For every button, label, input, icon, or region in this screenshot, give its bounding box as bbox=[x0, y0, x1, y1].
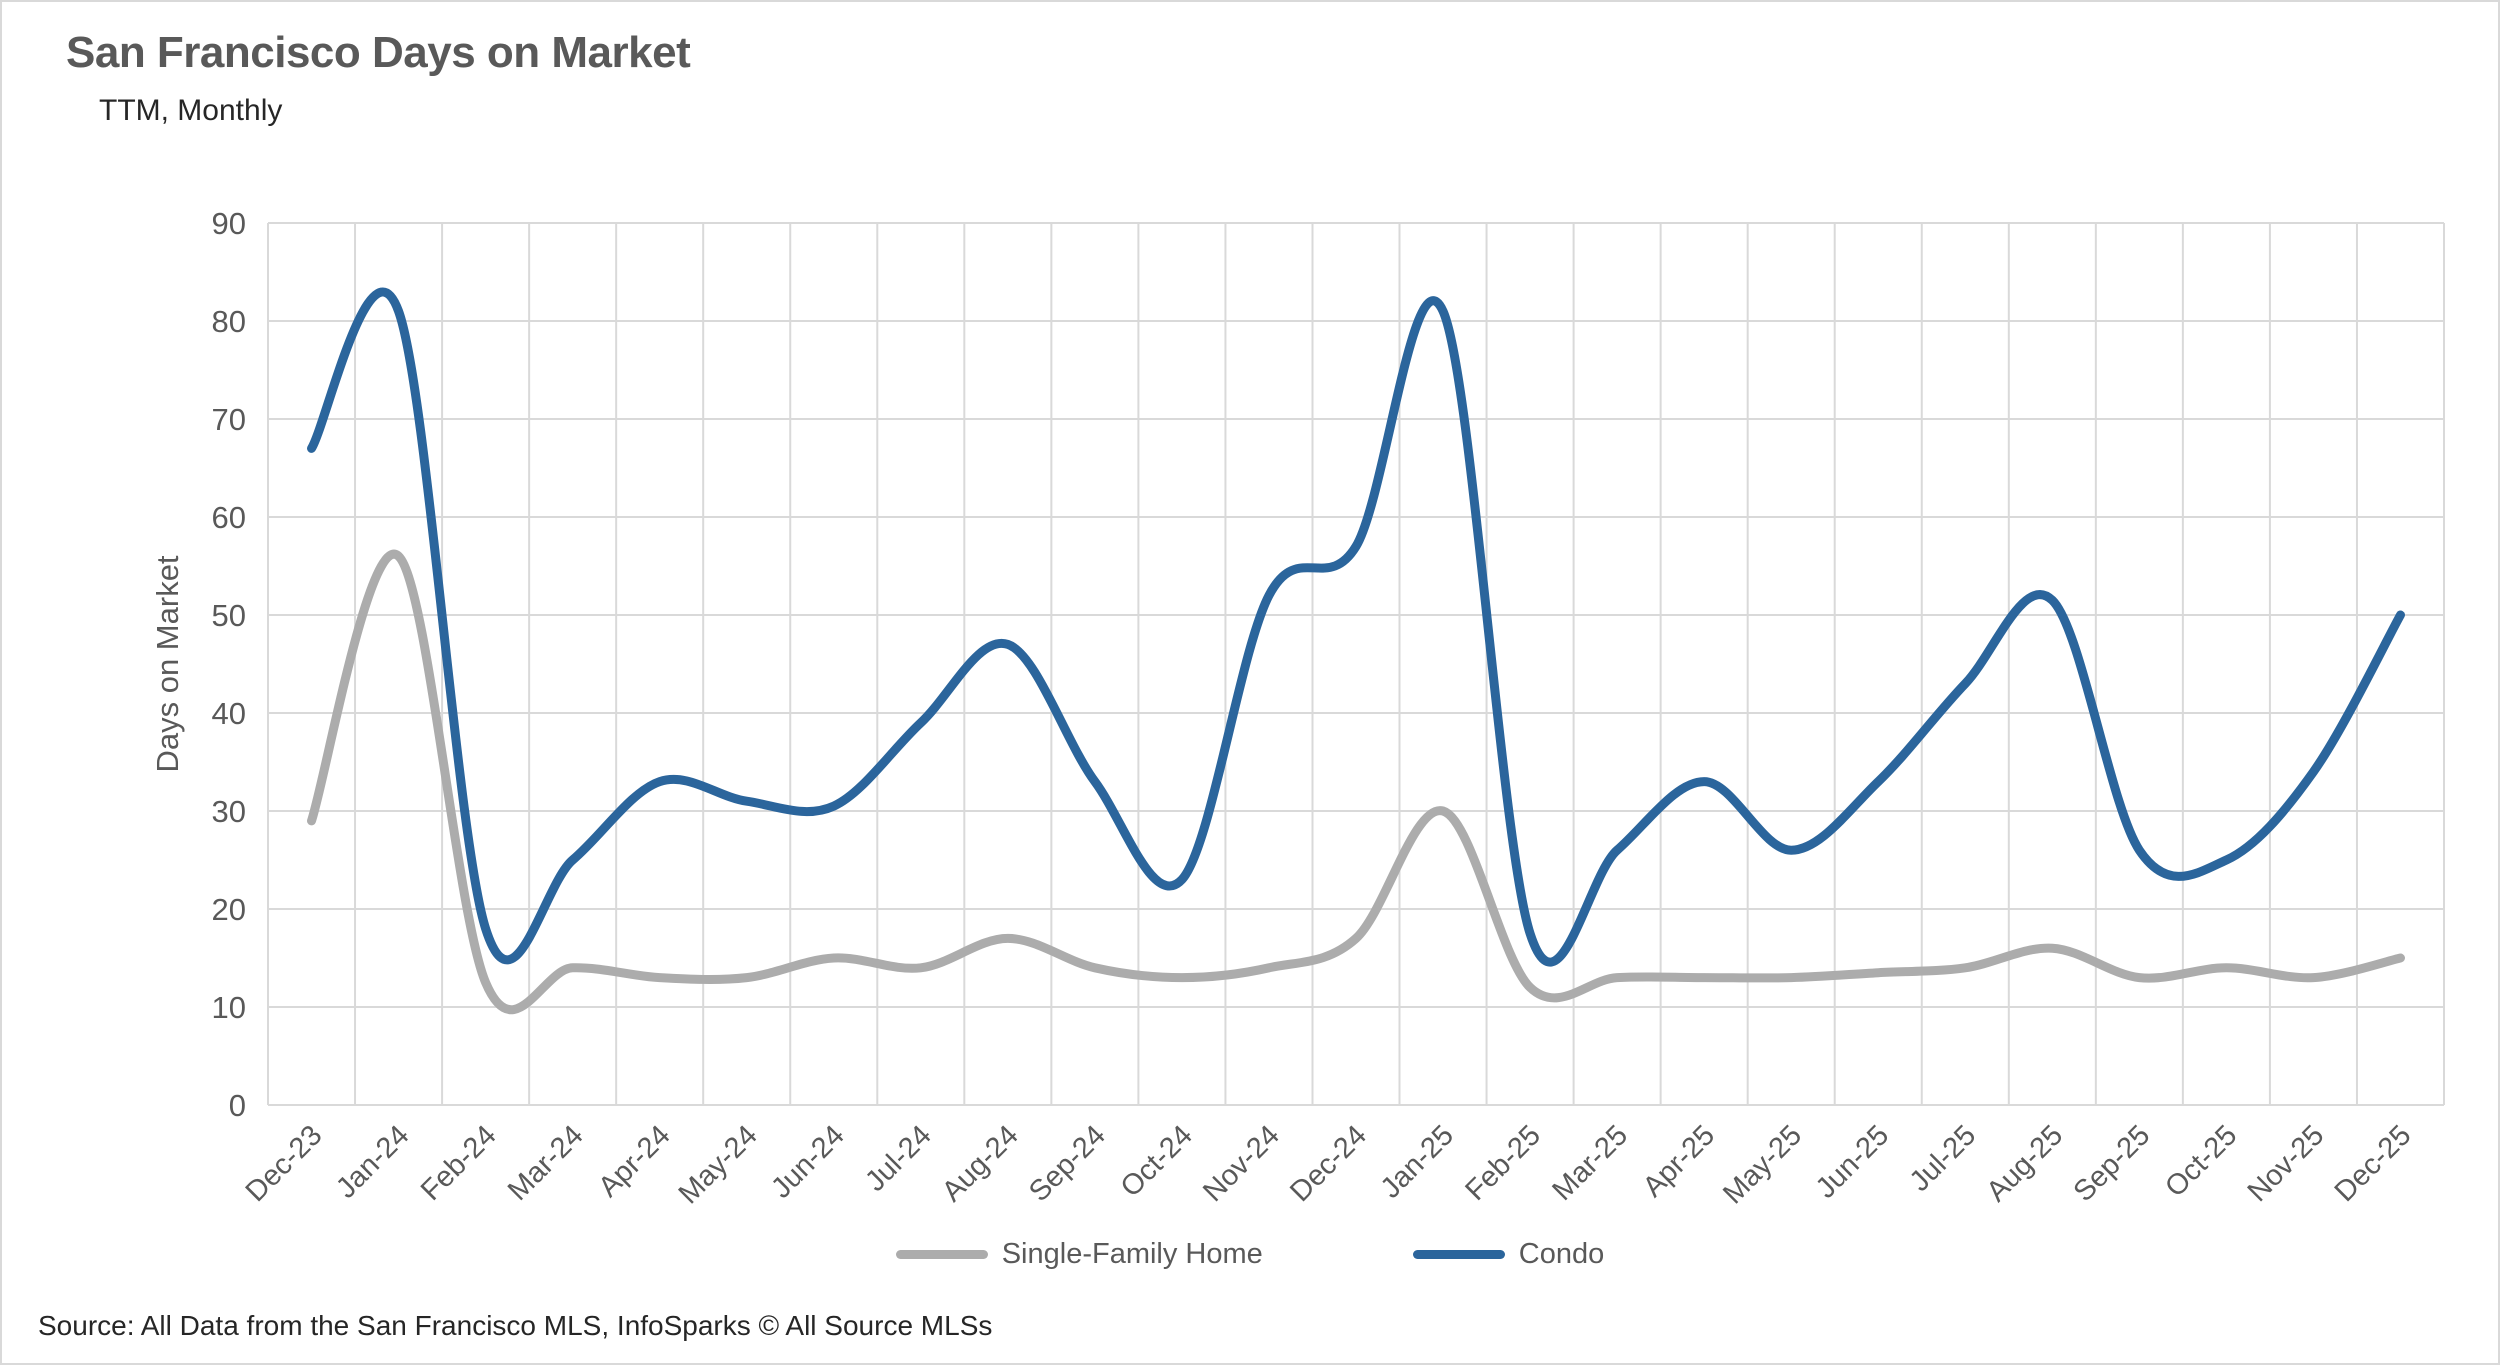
x-tick-label: Mar-25 bbox=[1546, 1119, 1634, 1207]
y-tick-label: 80 bbox=[212, 304, 246, 339]
x-tick-label: Apr-24 bbox=[592, 1119, 676, 1203]
x-tick-label: Apr-25 bbox=[1637, 1119, 1721, 1203]
y-tick-label: 70 bbox=[212, 402, 246, 437]
y-tick-label: 0 bbox=[229, 1088, 246, 1123]
x-tick-label: Feb-24 bbox=[415, 1119, 503, 1207]
condo-line-swatch-icon bbox=[1412, 1250, 1505, 1259]
chart-legend: Single-Family Home Condo bbox=[2, 1238, 2498, 1271]
single-family-line-swatch-icon bbox=[895, 1250, 988, 1259]
y-tick-label: 60 bbox=[212, 500, 246, 535]
x-tick-label: Oct-24 bbox=[1115, 1119, 1199, 1203]
legend-label-condo: Condo bbox=[1518, 1238, 1605, 1270]
x-tick-label: Feb-25 bbox=[1459, 1119, 1547, 1207]
x-tick-label: Jul-24 bbox=[859, 1119, 937, 1197]
x-tick-label: Jan-25 bbox=[1375, 1119, 1460, 1204]
single-family-home-line bbox=[307, 549, 2405, 1015]
x-tick-label: Dec-24 bbox=[1284, 1119, 1373, 1208]
source-note: Source: All Data from the San Francisco … bbox=[38, 1310, 993, 1341]
legend-item-single-family: Single-Family Home bbox=[895, 1238, 1263, 1271]
x-tick-label: Sep-25 bbox=[2068, 1119, 2157, 1208]
x-tick-label: Dec-23 bbox=[240, 1119, 329, 1208]
x-tick-label: Nov-24 bbox=[1197, 1119, 1286, 1208]
legend-label-single-family: Single-Family Home bbox=[1001, 1238, 1263, 1270]
y-tick-label: 20 bbox=[212, 892, 246, 927]
y-tick-label: 90 bbox=[212, 206, 246, 241]
x-tick-label: Nov-25 bbox=[2242, 1119, 2331, 1208]
y-tick-label: 50 bbox=[212, 598, 246, 633]
x-tick-label: Jun-24 bbox=[765, 1119, 850, 1204]
x-tick-label: Jul-25 bbox=[1904, 1119, 1982, 1197]
x-tick-label: Aug-25 bbox=[1981, 1119, 2070, 1208]
y-tick-label: 10 bbox=[212, 990, 246, 1025]
x-tick-label: Jan-24 bbox=[330, 1119, 415, 1204]
x-tick-label: Aug-24 bbox=[936, 1119, 1025, 1208]
x-tick-label: Oct-25 bbox=[2159, 1119, 2243, 1203]
page-title: San Francisco Days on Market bbox=[66, 28, 691, 77]
y-axis-title: Days on Market bbox=[150, 555, 185, 772]
x-tick-label: Sep-24 bbox=[1023, 1119, 1112, 1208]
legend-item-condo: Condo bbox=[1412, 1238, 1605, 1271]
y-tick-label: 30 bbox=[212, 794, 246, 829]
condo-line bbox=[307, 287, 2405, 967]
x-tick-label: May-25 bbox=[1717, 1119, 1808, 1210]
x-tick-label: May-24 bbox=[673, 1119, 764, 1210]
page-subtitle: TTM, Monthly bbox=[99, 94, 283, 127]
y-tick-label: 40 bbox=[212, 696, 246, 731]
x-tick-label: Mar-24 bbox=[502, 1119, 590, 1207]
x-tick-label: Jun-25 bbox=[1810, 1119, 1895, 1204]
x-tick-label: Dec-25 bbox=[2329, 1119, 2418, 1208]
